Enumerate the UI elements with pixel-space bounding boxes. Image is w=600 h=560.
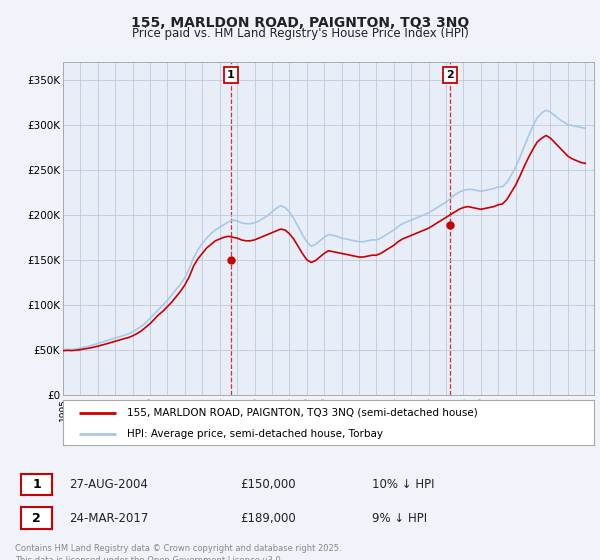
Text: £189,000: £189,000 bbox=[240, 512, 296, 525]
Text: £150,000: £150,000 bbox=[240, 478, 296, 492]
Text: Contains HM Land Registry data © Crown copyright and database right 2025.
This d: Contains HM Land Registry data © Crown c… bbox=[15, 544, 341, 560]
Text: HPI: Average price, semi-detached house, Torbay: HPI: Average price, semi-detached house,… bbox=[127, 429, 383, 439]
Text: 24-MAR-2017: 24-MAR-2017 bbox=[69, 512, 148, 525]
Text: 2: 2 bbox=[446, 70, 454, 80]
Text: Price paid vs. HM Land Registry's House Price Index (HPI): Price paid vs. HM Land Registry's House … bbox=[131, 27, 469, 40]
Text: 27-AUG-2004: 27-AUG-2004 bbox=[69, 478, 148, 492]
Text: 10% ↓ HPI: 10% ↓ HPI bbox=[372, 478, 434, 492]
Text: 2: 2 bbox=[32, 511, 41, 525]
Text: 1: 1 bbox=[227, 70, 235, 80]
Text: 1: 1 bbox=[32, 478, 41, 491]
Text: 155, MARLDON ROAD, PAIGNTON, TQ3 3NQ (semi-detached house): 155, MARLDON ROAD, PAIGNTON, TQ3 3NQ (se… bbox=[127, 408, 478, 418]
Text: 155, MARLDON ROAD, PAIGNTON, TQ3 3NQ: 155, MARLDON ROAD, PAIGNTON, TQ3 3NQ bbox=[131, 16, 469, 30]
Text: 9% ↓ HPI: 9% ↓ HPI bbox=[372, 512, 427, 525]
